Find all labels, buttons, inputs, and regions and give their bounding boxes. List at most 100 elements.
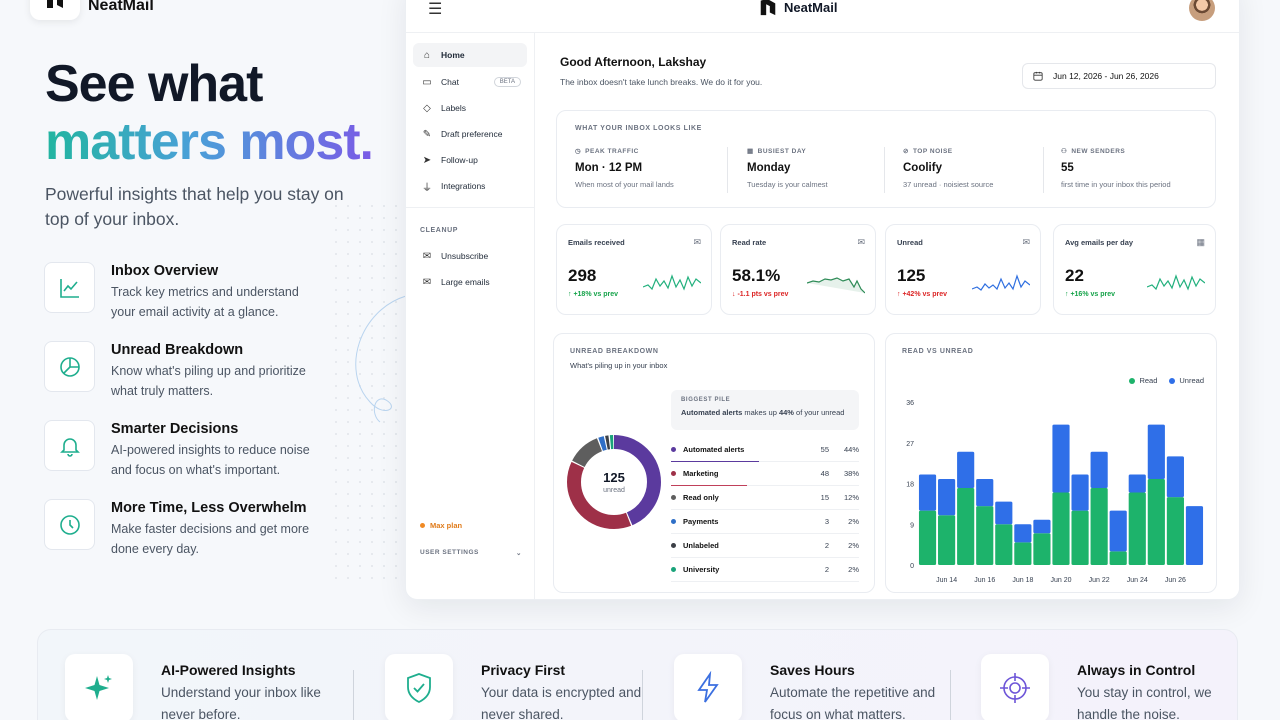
- feature-item: Smarter Decisions AI-powered insights to …: [44, 420, 326, 499]
- bar-read[interactable]: [1166, 497, 1184, 565]
- legend-dot-icon: [1129, 378, 1136, 385]
- main-content: Good Afternoon, Lakshay The inbox doesn'…: [535, 33, 1239, 599]
- bar-unread[interactable]: [1014, 524, 1032, 543]
- breakdown-pct: 44%: [843, 445, 859, 454]
- sidebar-item-integrations[interactable]: ⏚ Integrations: [413, 174, 527, 198]
- sidebar-item-draft-preference[interactable]: ✎ Draft preference: [413, 122, 527, 146]
- sidebar-item-unsubscribe[interactable]: ✉ Unsubscribe: [413, 244, 527, 268]
- bar-unread[interactable]: [957, 451, 975, 489]
- bar-read[interactable]: [1090, 488, 1108, 565]
- read-vs-unread-chart: 0 9 18 27 36 Jun 14 Jun 16 Jun 18 Jun 20 Jun 22 Ju…: [906, 400, 1204, 584]
- hamburger-menu-icon[interactable]: ☰: [428, 1, 443, 18]
- bar-read[interactable]: [1109, 551, 1127, 565]
- benefit-desc: Understand your inbox like never before.: [161, 685, 321, 720]
- bar-read[interactable]: [995, 524, 1013, 565]
- bar-read[interactable]: [918, 510, 937, 565]
- bar-read[interactable]: [976, 506, 994, 565]
- sidebar-item-chat[interactable]: ▭ Chat BETA: [413, 70, 527, 94]
- bar-unread[interactable]: [1071, 474, 1089, 511]
- x-tick-label: Jun 22: [1089, 577, 1110, 584]
- bar-read[interactable]: [938, 515, 956, 565]
- bar-unread[interactable]: [1185, 506, 1204, 565]
- breakdown-row[interactable]: Automated alerts 55 44%: [671, 438, 859, 462]
- date-range-picker[interactable]: Jun 12, 2026 - Jun 26, 2026: [1022, 63, 1216, 89]
- metric-read-rate[interactable]: Read rate ✉ 58.1% ↓ -1.1 pts vs prev: [720, 224, 876, 315]
- plan-badge[interactable]: Max plan: [420, 521, 462, 530]
- feature-list: Inbox Overview Track key metrics and unde…: [44, 262, 326, 578]
- plan-dot-icon: [420, 523, 425, 528]
- bar-read[interactable]: [1052, 492, 1070, 565]
- donut-slice[interactable]: [567, 435, 661, 529]
- x-tick-label: Jun 16: [974, 577, 995, 584]
- sidebar-item-follow-up[interactable]: ➤ Follow-up: [413, 148, 527, 172]
- insight-peak-traffic: ◷ PEAK TRAFFIC Mon · 12 PM When most of y…: [575, 147, 674, 190]
- bar-unread[interactable]: [938, 478, 956, 516]
- unread-donut-chart: 125 unread: [564, 432, 664, 532]
- bar-read[interactable]: [1128, 492, 1146, 565]
- legend-dot-icon: [1169, 378, 1176, 385]
- legend-unread[interactable]: Unread: [1169, 376, 1204, 385]
- donut-slice[interactable]: [567, 435, 661, 529]
- breakdown-pct: 38%: [843, 469, 859, 478]
- legend-dot-icon: [671, 519, 676, 524]
- bar-unread[interactable]: [1052, 424, 1070, 493]
- sidebar-item-label: Follow-up: [441, 155, 478, 165]
- divider: [1043, 147, 1044, 193]
- feature-desc: AI-powered insights to reduce noise and …: [111, 443, 310, 477]
- sidebar-item-labels[interactable]: ◇ Labels: [413, 96, 527, 120]
- shield-check-icon: [385, 654, 453, 720]
- app-logo[interactable]: NeatMail: [758, 0, 837, 17]
- cleanup-heading: CLEANUP: [420, 227, 459, 234]
- donut-total-label: unread: [603, 487, 625, 494]
- breakdown-row[interactable]: Read only 15 12%: [671, 486, 859, 510]
- metric-avg-per-day[interactable]: Avg emails per day ▦ 22 ↑ +16% vs prev: [1053, 224, 1216, 315]
- y-tick-label: 9: [910, 522, 914, 529]
- breakdown-row[interactable]: University 2 2%: [671, 558, 859, 582]
- bar-read[interactable]: [1071, 510, 1089, 565]
- plug-icon: ⏚: [422, 182, 432, 194]
- bar-unread[interactable]: [976, 478, 994, 507]
- breakdown-count: 55: [820, 445, 829, 454]
- bar-unread[interactable]: [1128, 474, 1146, 493]
- metric-delta: ↓ -1.1 pts vs prev: [732, 291, 789, 298]
- metric-delta: ↑ +42% vs prev: [897, 291, 948, 298]
- sidebar-item-home[interactable]: ⌂ Home: [413, 43, 527, 67]
- insight-sub: first time in your inbox this period: [1061, 180, 1171, 189]
- send-icon: ➤: [422, 154, 432, 166]
- greeting: Good Afternoon, Lakshay: [560, 55, 707, 69]
- breakdown-name: Unlabeled: [683, 541, 719, 550]
- bar-unread[interactable]: [918, 474, 937, 511]
- metric-emails-received[interactable]: Emails received ✉ 298 ↑ +18% vs prev: [556, 224, 712, 315]
- calendar-icon: [1033, 71, 1043, 81]
- bar-read[interactable]: [1033, 533, 1051, 565]
- bar-unread[interactable]: [1147, 424, 1165, 479]
- mail-open-icon: ✉: [857, 237, 865, 247]
- bar-unread[interactable]: [1033, 519, 1051, 534]
- avatar[interactable]: [1189, 0, 1215, 21]
- bar-read[interactable]: [1147, 478, 1165, 565]
- beta-badge: BETA: [493, 77, 521, 87]
- bar-unread[interactable]: [1109, 510, 1127, 552]
- bolt-icon: [674, 654, 742, 720]
- sidebar-item-label: Draft preference: [441, 129, 503, 139]
- insight-top-noise: ⊘ TOP NOISE Coolify 37 unread · noisiest …: [903, 147, 993, 190]
- benefit-desc: Your data is encrypted and never shared.: [481, 685, 642, 720]
- user-settings-label: USER SETTINGS: [420, 549, 479, 556]
- bar-unread[interactable]: [1090, 451, 1108, 489]
- top-bar: ☰ NeatMail: [406, 0, 1239, 33]
- metric-unread[interactable]: Unread ✉ 125 ↑ +42% vs prev: [885, 224, 1041, 315]
- breakdown-name: Marketing: [683, 469, 719, 478]
- legend-read[interactable]: Read: [1129, 376, 1157, 385]
- breakdown-row[interactable]: Payments 3 2%: [671, 510, 859, 534]
- bar-read[interactable]: [1014, 542, 1032, 565]
- bar-unread[interactable]: [995, 501, 1013, 525]
- breakdown-row[interactable]: Unlabeled 2 2%: [671, 534, 859, 558]
- breakdown-row[interactable]: Marketing 48 38%: [671, 462, 859, 486]
- bar-unread[interactable]: [1166, 456, 1184, 498]
- metric-delta: ↑ +18% vs prev: [568, 291, 619, 298]
- brand-logo[interactable]: NeatMail: [30, 0, 154, 20]
- user-settings-toggle[interactable]: USER SETTINGS ⌄: [420, 549, 522, 557]
- sidebar-item-large-emails[interactable]: ✉ Large emails: [413, 270, 527, 294]
- biggest-pile-callout: BIGGEST PILE Automated alerts makes up 4…: [671, 390, 859, 430]
- bar-read[interactable]: [957, 488, 975, 565]
